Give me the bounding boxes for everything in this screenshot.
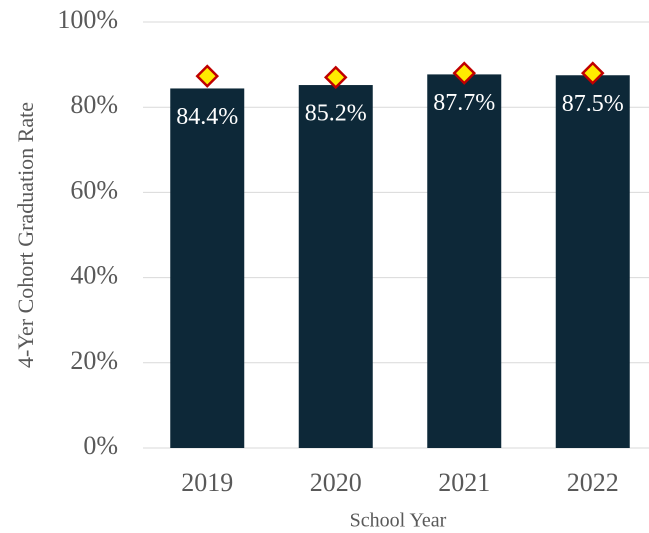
marker (323, 65, 348, 90)
y-tick-label: 100% (57, 5, 118, 34)
x-tick-label: 2019 (181, 468, 233, 497)
bar (170, 88, 245, 449)
value-label: 87.5% (562, 91, 624, 117)
y-tick-label: 40% (70, 261, 118, 290)
marker (452, 61, 477, 85)
marker (580, 61, 605, 85)
x-tick-label: 2020 (310, 468, 362, 497)
y-tick-label: 0% (83, 431, 118, 460)
value-label: 85.2% (305, 101, 367, 127)
value-label: 84.4% (176, 104, 238, 130)
bar (555, 75, 630, 448)
x-tick-label: 2021 (438, 468, 490, 497)
x-axis-title: School Year (350, 510, 447, 532)
marker (195, 64, 220, 88)
y-tick-label: 20% (70, 346, 118, 375)
y-tick-label: 60% (70, 175, 118, 204)
y-axis-title: 4-Yer Cohort Graduation Rate (13, 102, 38, 368)
bar (298, 85, 373, 448)
value-label: 87.7% (433, 90, 495, 116)
y-tick-label: 80% (70, 90, 118, 119)
bar (427, 74, 502, 448)
x-tick-label: 2022 (567, 468, 619, 497)
